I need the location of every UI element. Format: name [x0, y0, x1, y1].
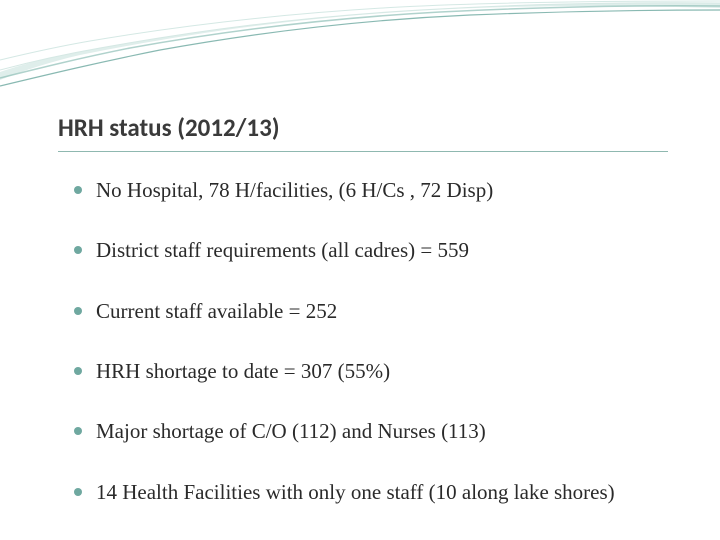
bullet-item: No Hospital, 78 H/facilities, (6 H/Cs , … — [74, 176, 664, 204]
wave-decoration — [0, 0, 720, 95]
bullet-item: Current staff available = 252 — [74, 297, 664, 325]
bullet-text: HRH shortage to date = 307 (55%) — [96, 357, 664, 385]
bullet-item: Major shortage of C/O (112) and Nurses (… — [74, 417, 664, 445]
bullet-dot-icon — [74, 367, 82, 375]
bullet-item: 14 Health Facilities with only one staff… — [74, 478, 664, 506]
slide-title: HRH status (2012/13) — [58, 112, 280, 143]
bullet-text: District staff requirements (all cadres)… — [96, 236, 664, 264]
title-underline — [58, 151, 668, 152]
bullet-text: 14 Health Facilities with only one staff… — [96, 478, 664, 506]
bullet-item: HRH shortage to date = 307 (55%) — [74, 357, 664, 385]
bullet-dot-icon — [74, 246, 82, 254]
bullet-dot-icon — [74, 307, 82, 315]
bullet-dot-icon — [74, 427, 82, 435]
bullet-item: District staff requirements (all cadres)… — [74, 236, 664, 264]
bullet-dot-icon — [74, 488, 82, 496]
bullet-text: No Hospital, 78 H/facilities, (6 H/Cs , … — [96, 176, 664, 204]
bullet-text: Current staff available = 252 — [96, 297, 664, 325]
bullet-list: No Hospital, 78 H/facilities, (6 H/Cs , … — [74, 176, 664, 538]
bullet-text: Major shortage of C/O (112) and Nurses (… — [96, 417, 664, 445]
bullet-dot-icon — [74, 186, 82, 194]
